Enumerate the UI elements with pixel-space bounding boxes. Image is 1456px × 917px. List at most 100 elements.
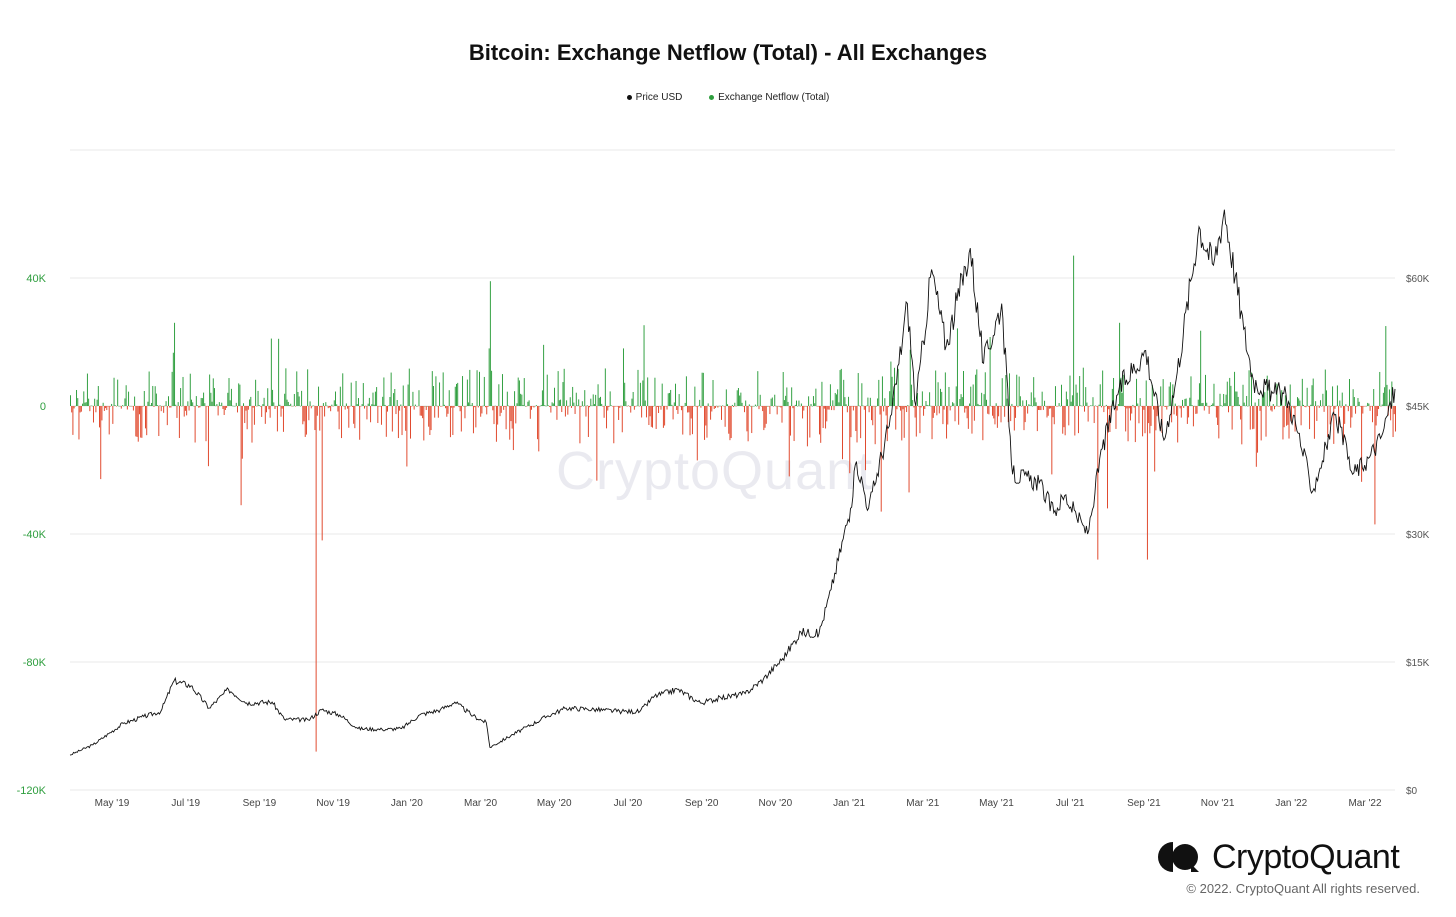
netflow-bar xyxy=(103,406,105,411)
netflow-bar xyxy=(255,379,257,406)
netflow-bar xyxy=(1171,406,1173,423)
netflow-bar xyxy=(984,372,986,406)
netflow-bar xyxy=(424,405,426,407)
netflow-bar xyxy=(296,371,298,406)
netflow-bar xyxy=(456,383,457,406)
netflow-bar xyxy=(379,406,381,407)
netflow-bar xyxy=(848,396,850,406)
netflow-bar xyxy=(872,406,874,426)
netflow-bar xyxy=(1214,406,1216,407)
netflow-bar xyxy=(900,406,902,411)
netflow-bar xyxy=(1265,406,1267,437)
netflow-bar xyxy=(511,406,513,429)
netflow-bar xyxy=(1277,406,1279,407)
netflow-bar xyxy=(1358,401,1360,406)
netflow-bar xyxy=(977,403,979,406)
netflow-bar xyxy=(72,406,74,435)
netflow-bar xyxy=(662,406,664,428)
legend-item-netflow[interactable]: Exchange Netflow (Total) xyxy=(709,92,829,103)
netflow-bar xyxy=(1111,388,1113,406)
netflow-bar xyxy=(531,406,532,410)
netflow-bar xyxy=(896,406,898,410)
netflow-bar xyxy=(614,406,616,407)
netflow-bar xyxy=(148,371,150,406)
netflow-bar xyxy=(803,406,805,411)
netflow-bar xyxy=(789,406,791,436)
netflow-bar xyxy=(699,399,701,406)
netflow-bar xyxy=(501,374,503,406)
netflow-bar xyxy=(194,406,196,443)
netflow-bar xyxy=(555,406,557,407)
netflow-bar xyxy=(953,403,955,406)
netflow-bar xyxy=(1255,406,1257,467)
netflow-bar xyxy=(175,404,177,406)
netflow-bar xyxy=(1001,378,1003,406)
netflow-bar xyxy=(827,406,829,410)
netflow-bar xyxy=(673,402,675,406)
netflow-bar xyxy=(215,405,217,407)
netflow-bar xyxy=(693,406,695,407)
netflow-bar xyxy=(259,405,261,407)
netflow-bar xyxy=(1296,397,1298,406)
netflow-bar xyxy=(1130,406,1131,421)
netflow-bar xyxy=(290,403,292,406)
netflow-bar xyxy=(1108,406,1110,410)
netflow-bar xyxy=(867,397,869,406)
netflow-bar xyxy=(76,389,78,406)
netflow-bar xyxy=(459,406,461,412)
netflow-bar xyxy=(187,401,189,406)
netflow-bar xyxy=(506,391,508,406)
legend-label-price: Price USD xyxy=(635,92,683,103)
netflow-bar xyxy=(336,404,338,406)
netflow-bar xyxy=(549,406,551,407)
netflow-bar xyxy=(1298,398,1300,406)
netflow-bar xyxy=(251,406,253,443)
netflow-bar xyxy=(776,406,778,415)
netflow-bar xyxy=(920,406,922,408)
netflow-bar xyxy=(644,400,646,406)
netflow-bar xyxy=(889,391,891,406)
netflow-bar xyxy=(128,391,130,406)
netflow-bar xyxy=(321,406,323,541)
netflow-bar xyxy=(554,387,555,406)
netflow-bar xyxy=(137,406,139,442)
netflow-bar xyxy=(1224,403,1226,406)
netflow-bar xyxy=(1098,404,1100,406)
y-left-tick-label: -80K xyxy=(23,657,47,669)
netflow-bar xyxy=(1330,406,1332,407)
netflow-bar xyxy=(940,388,941,406)
netflow-bar xyxy=(959,399,961,406)
netflow-bar xyxy=(871,406,873,421)
netflow-bar xyxy=(1059,405,1061,407)
netflow-bar xyxy=(891,376,893,406)
netflow-bar xyxy=(858,405,860,407)
netflow-bar xyxy=(1079,376,1081,406)
netflow-bar xyxy=(731,404,733,406)
netflow-bar xyxy=(383,377,385,406)
netflow-bar xyxy=(390,372,392,406)
netflow-bar xyxy=(834,392,836,406)
netflow-bar xyxy=(1307,406,1309,407)
netflow-bar xyxy=(1334,406,1336,409)
netflow-bar xyxy=(787,401,789,406)
netflow-bar xyxy=(1162,379,1164,406)
netflow-bar xyxy=(1340,406,1342,408)
netflow-bar xyxy=(783,400,785,406)
netflow-bar xyxy=(1321,406,1323,407)
netflow-bar xyxy=(702,372,704,406)
netflow-bar xyxy=(1100,406,1102,408)
netflow-bar xyxy=(822,406,824,428)
netflow-bar xyxy=(214,388,215,406)
netflow-bar xyxy=(1142,406,1144,437)
netflow-bar xyxy=(684,402,686,406)
legend-item-price[interactable]: Price USD xyxy=(626,92,683,103)
netflow-bar xyxy=(463,406,465,407)
netflow-bar xyxy=(359,406,361,440)
netflow-bar xyxy=(1173,406,1175,415)
netflow-bar xyxy=(1134,406,1136,443)
netflow-bar xyxy=(239,384,241,406)
netflow-bar xyxy=(708,406,710,407)
netflow-bar xyxy=(785,395,787,406)
netflow-bar xyxy=(881,376,883,406)
netflow-bar xyxy=(886,406,888,442)
